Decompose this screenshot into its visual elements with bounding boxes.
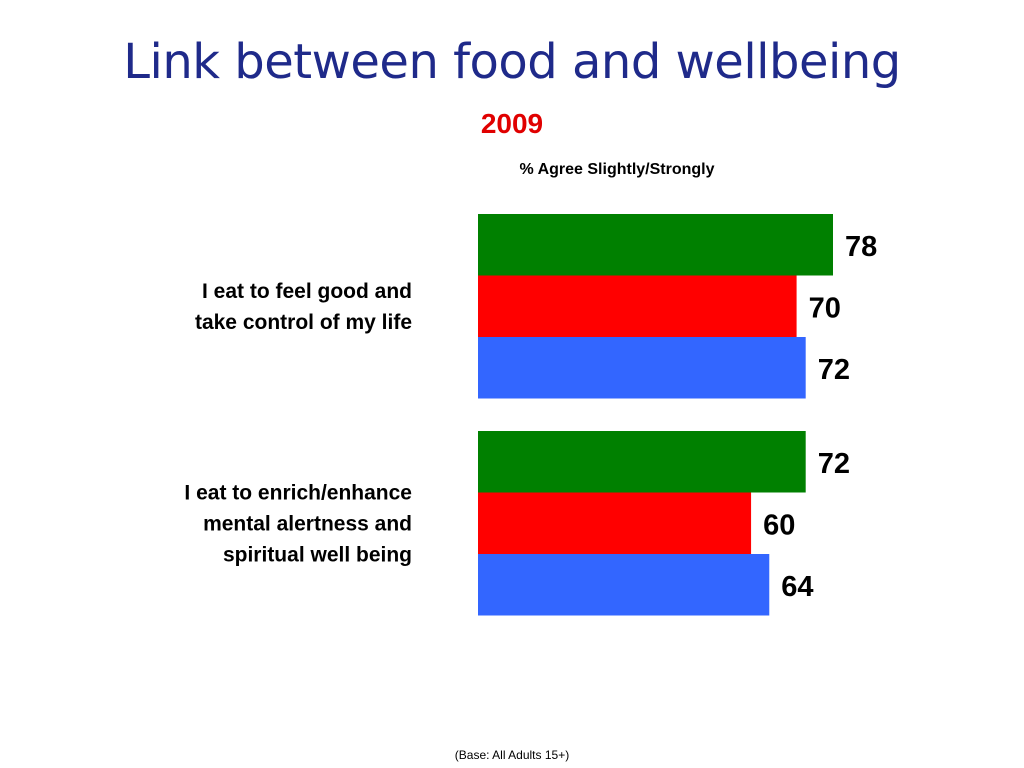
base-footnote: (Base: All Adults 15+) [454,748,570,762]
bar [478,431,806,493]
bar [478,214,833,276]
data-label: 72 [818,354,850,386]
data-label: 72 [818,448,850,480]
chart-subtitle: % Agree Slightly/Strongly [519,161,715,178]
slide-year: 2009 [480,108,544,139]
category-label: I eat to enrich/enhance mental alertness … [184,481,412,566]
slide-title: Link between food and wellbeing [123,34,901,90]
bar [478,492,752,554]
data-label: 60 [763,509,795,541]
category-label-line: take control of my life [195,311,412,334]
bar [478,554,770,616]
category-label-line: mental alertness and [203,512,412,535]
data-label: 70 [809,292,841,324]
data-label: 64 [781,571,813,603]
bar [478,337,806,399]
category-label: I eat to feel good and take control of my… [195,280,412,334]
bar [478,275,797,337]
category-label-line: spiritual well being [223,543,412,566]
data-label: 78 [845,231,877,263]
category-label-line: I eat to feel good and [202,280,412,303]
category-label-line: I eat to enrich/enhance [184,481,412,504]
